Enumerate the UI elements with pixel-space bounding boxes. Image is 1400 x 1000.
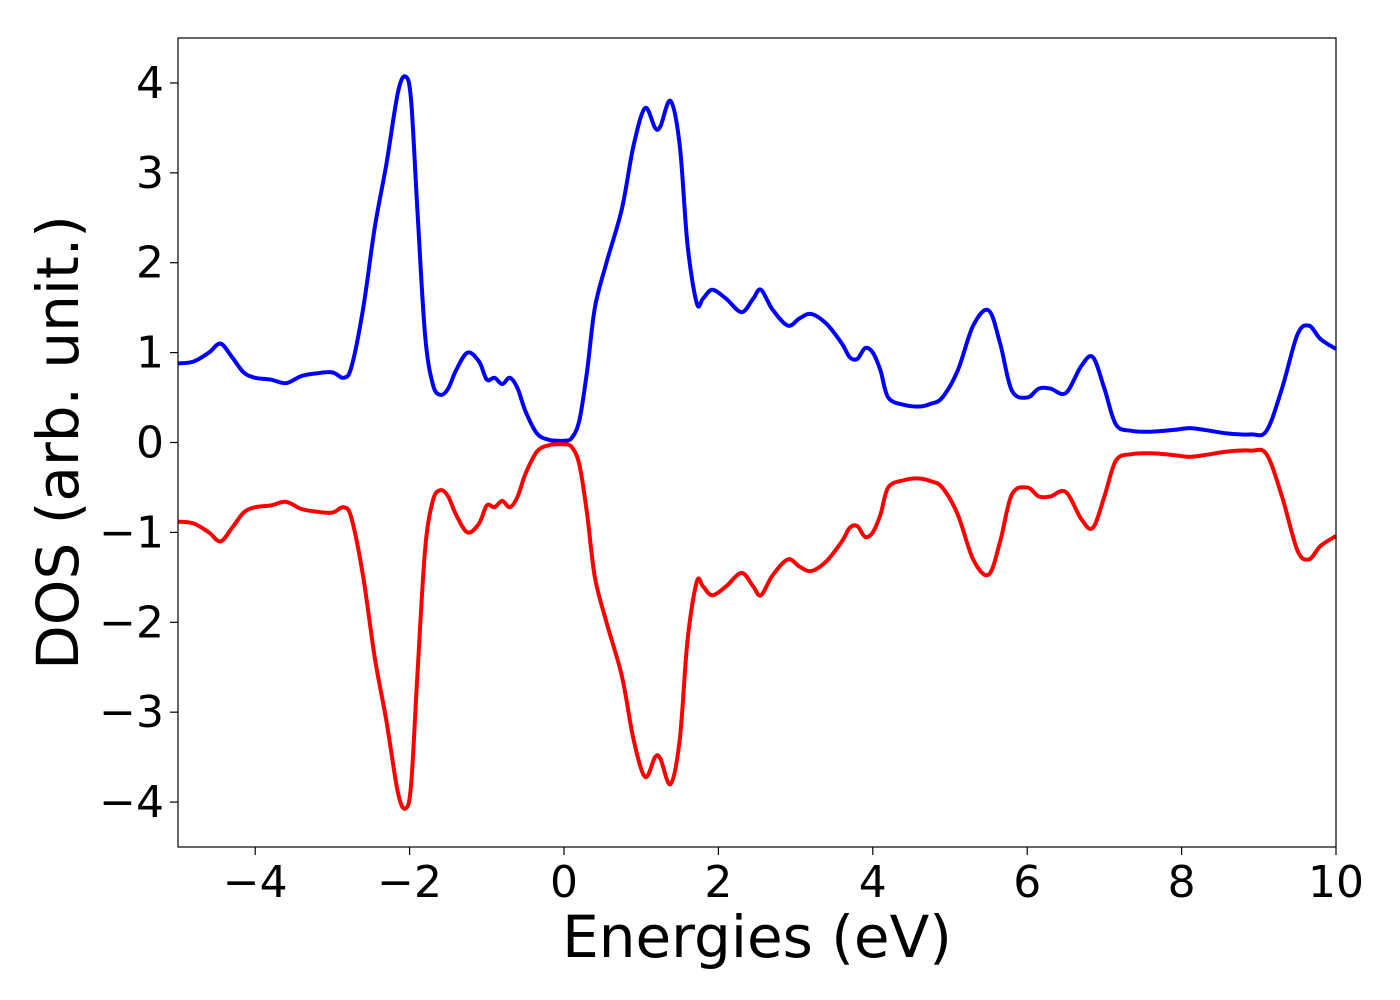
x-tick-label: 2	[704, 857, 732, 908]
y-tick-label: −4	[99, 777, 164, 828]
y-tick-label: 3	[136, 148, 164, 199]
x-axis-ticks: −4 −2 0 2 4 6 8 10	[223, 847, 1364, 908]
y-tick-label: −2	[99, 597, 164, 648]
y-tick-label: 4	[136, 58, 164, 109]
dos-spin-up-line	[177, 74, 1338, 443]
y-tick-label: −3	[99, 687, 164, 738]
y-tick-label: 1	[136, 328, 164, 379]
x-tick-label: −4	[223, 857, 288, 908]
series-layer	[177, 74, 1338, 811]
x-tick-label: 8	[1168, 857, 1196, 908]
x-tick-label: 6	[1013, 857, 1041, 908]
y-tick-label: 2	[136, 238, 164, 289]
x-tick-label: 0	[550, 857, 578, 908]
y-tick-label: 0	[136, 418, 164, 469]
x-tick-label: 4	[859, 857, 887, 908]
x-axis-label: Energies (eV)	[562, 903, 952, 971]
y-axis-label: DOS (arb. unit.)	[24, 215, 92, 670]
dos-spin-down-line	[177, 442, 1338, 811]
x-tick-label: −2	[377, 857, 442, 908]
y-tick-label: −1	[99, 507, 164, 558]
x-tick-label: 10	[1308, 857, 1364, 908]
plot-frame	[177, 37, 1337, 848]
y-axis-ticks: −4 −3 −2 −1 0 1 2 3 4	[99, 58, 178, 828]
